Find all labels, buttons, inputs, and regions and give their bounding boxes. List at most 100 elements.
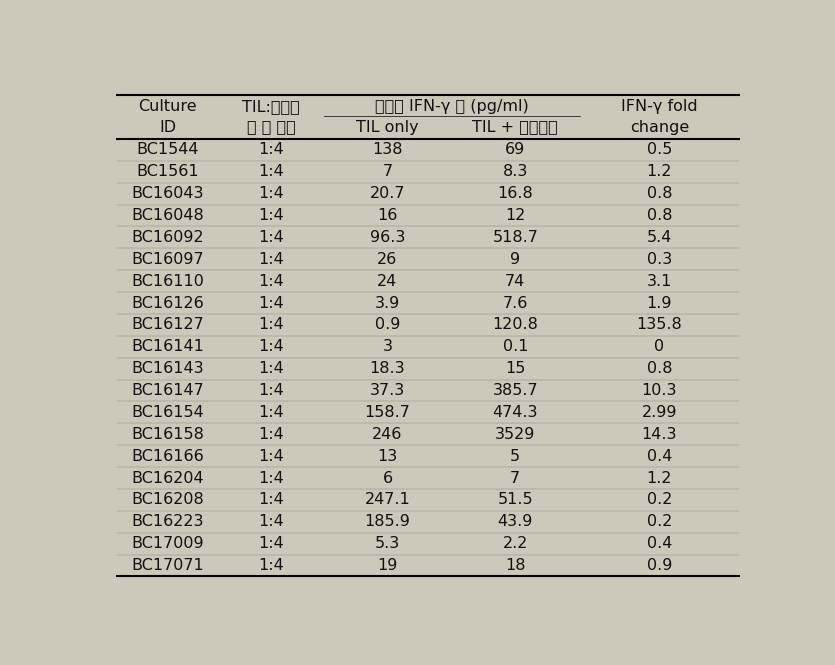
- Text: 분비된 IFN-γ 양 (pg/ml): 분비된 IFN-γ 양 (pg/ml): [375, 100, 529, 114]
- Text: BC16048: BC16048: [131, 208, 204, 223]
- Text: 1:4: 1:4: [258, 252, 284, 267]
- Text: 5.4: 5.4: [646, 230, 672, 245]
- Text: 1.9: 1.9: [646, 295, 672, 311]
- Text: BC1561: BC1561: [136, 164, 199, 180]
- Text: 14.3: 14.3: [641, 427, 677, 442]
- Text: 1:4: 1:4: [258, 514, 284, 529]
- Text: BC17071: BC17071: [131, 558, 204, 573]
- Text: BC16154: BC16154: [131, 405, 204, 420]
- Text: 37.3: 37.3: [370, 383, 405, 398]
- Text: 246: 246: [372, 427, 402, 442]
- Text: 0.8: 0.8: [646, 208, 672, 223]
- Text: 3529: 3529: [495, 427, 535, 442]
- Text: BC16110: BC16110: [131, 273, 204, 289]
- Text: 1:4: 1:4: [258, 164, 284, 180]
- Text: 185.9: 185.9: [365, 514, 411, 529]
- Text: 135.8: 135.8: [636, 317, 682, 332]
- Text: BC16092: BC16092: [131, 230, 204, 245]
- Text: BC16143: BC16143: [131, 361, 204, 376]
- Text: 2.2: 2.2: [503, 536, 528, 551]
- Text: BC16166: BC16166: [131, 449, 204, 464]
- Text: 1:4: 1:4: [258, 492, 284, 507]
- Text: 0.1: 0.1: [503, 339, 528, 354]
- Text: 1:4: 1:4: [258, 230, 284, 245]
- Text: change: change: [630, 120, 689, 134]
- Text: 18.3: 18.3: [370, 361, 405, 376]
- Text: 12: 12: [505, 208, 525, 223]
- Text: 7: 7: [382, 164, 392, 180]
- Text: 51.5: 51.5: [498, 492, 533, 507]
- Text: 1:4: 1:4: [258, 208, 284, 223]
- Text: BC16126: BC16126: [131, 295, 204, 311]
- Text: 5.3: 5.3: [375, 536, 400, 551]
- Text: 1:4: 1:4: [258, 558, 284, 573]
- Text: 10.3: 10.3: [641, 383, 677, 398]
- Text: BC16147: BC16147: [131, 383, 204, 398]
- Text: BC16141: BC16141: [131, 339, 204, 354]
- Text: 6: 6: [382, 471, 392, 485]
- Text: 518.7: 518.7: [493, 230, 539, 245]
- Text: 1:4: 1:4: [258, 142, 284, 158]
- Text: 1:4: 1:4: [258, 536, 284, 551]
- Text: 포 수 비율: 포 수 비율: [246, 120, 296, 134]
- Text: 26: 26: [377, 252, 397, 267]
- Text: 1:4: 1:4: [258, 317, 284, 332]
- Text: 5: 5: [510, 449, 520, 464]
- Text: 120.8: 120.8: [493, 317, 539, 332]
- Text: 0.5: 0.5: [646, 142, 672, 158]
- Text: 1:4: 1:4: [258, 186, 284, 201]
- Text: 9: 9: [510, 252, 520, 267]
- Text: 20.7: 20.7: [370, 186, 405, 201]
- Text: 0.4: 0.4: [646, 536, 672, 551]
- Text: BC16223: BC16223: [131, 514, 204, 529]
- Text: 1:4: 1:4: [258, 339, 284, 354]
- Text: 13: 13: [377, 449, 397, 464]
- Text: 96.3: 96.3: [370, 230, 405, 245]
- Text: 1:4: 1:4: [258, 427, 284, 442]
- Text: 1:4: 1:4: [258, 361, 284, 376]
- Text: 138: 138: [372, 142, 402, 158]
- Text: Culture: Culture: [138, 100, 197, 114]
- Text: BC17009: BC17009: [131, 536, 204, 551]
- Text: 19: 19: [377, 558, 397, 573]
- Text: BC1544: BC1544: [136, 142, 199, 158]
- Text: 0.9: 0.9: [375, 317, 400, 332]
- Text: 2.99: 2.99: [641, 405, 677, 420]
- Text: 1.2: 1.2: [646, 164, 672, 180]
- Text: 7: 7: [510, 471, 520, 485]
- Text: 0.3: 0.3: [646, 252, 672, 267]
- Text: 24: 24: [377, 273, 397, 289]
- Text: BC16204: BC16204: [131, 471, 204, 485]
- Text: 0: 0: [654, 339, 665, 354]
- Text: 0.2: 0.2: [646, 492, 672, 507]
- Text: 15: 15: [505, 361, 525, 376]
- Text: 247.1: 247.1: [365, 492, 410, 507]
- Text: 1:4: 1:4: [258, 273, 284, 289]
- Text: TIL:종양세: TIL:종양세: [242, 100, 300, 114]
- Text: 1:4: 1:4: [258, 295, 284, 311]
- Text: 0.2: 0.2: [646, 514, 672, 529]
- Text: 69: 69: [505, 142, 525, 158]
- Text: 18: 18: [505, 558, 525, 573]
- Text: 0.8: 0.8: [646, 361, 672, 376]
- Text: 0.9: 0.9: [646, 558, 672, 573]
- Text: 1:4: 1:4: [258, 383, 284, 398]
- Text: BC16208: BC16208: [131, 492, 204, 507]
- Text: 474.3: 474.3: [493, 405, 538, 420]
- Text: 3.1: 3.1: [646, 273, 672, 289]
- Text: 3: 3: [382, 339, 392, 354]
- Text: 1:4: 1:4: [258, 405, 284, 420]
- Text: ID: ID: [159, 120, 176, 134]
- Text: 3.9: 3.9: [375, 295, 400, 311]
- Text: BC16127: BC16127: [131, 317, 204, 332]
- Text: 1:4: 1:4: [258, 449, 284, 464]
- Text: 74: 74: [505, 273, 525, 289]
- Text: 1.2: 1.2: [646, 471, 672, 485]
- Text: BC16097: BC16097: [131, 252, 204, 267]
- Text: 8.3: 8.3: [503, 164, 528, 180]
- Text: BC16043: BC16043: [131, 186, 204, 201]
- Text: 16: 16: [377, 208, 397, 223]
- Text: 43.9: 43.9: [498, 514, 533, 529]
- Text: BC16158: BC16158: [131, 427, 204, 442]
- Text: 0.4: 0.4: [646, 449, 672, 464]
